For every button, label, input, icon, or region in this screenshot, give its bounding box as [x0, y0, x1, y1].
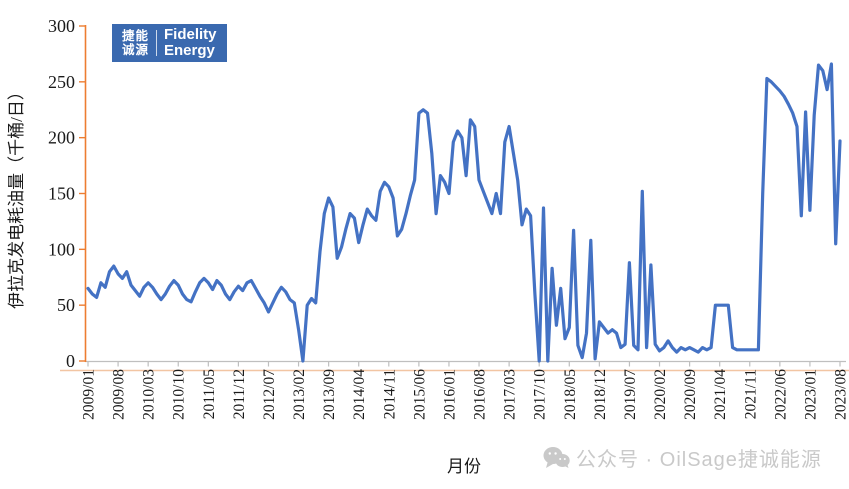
logo-chinese-text: 捷能 诚源 — [122, 29, 149, 58]
x-tick-label: 2011/05 — [201, 369, 218, 419]
x-tick-label: 2018/05 — [562, 369, 579, 420]
logo-cn-line2: 诚源 — [122, 43, 149, 57]
x-tick-label: 2017/03 — [502, 369, 519, 420]
y-tick-label: 250 — [48, 72, 75, 92]
watermark-text: 公众号 · OilSage捷诚能源 — [576, 443, 822, 472]
x-tick-label: 2017/10 — [532, 369, 549, 420]
x-tick-label: 2023/08 — [833, 369, 849, 420]
x-tick-label: 2014/11 — [381, 369, 398, 419]
logo-en-line1: Fidelity — [164, 27, 217, 44]
x-tick-label: 2018/12 — [592, 369, 609, 420]
y-axis-labels: 0 50 100 150 200 250 300 — [48, 16, 75, 371]
y-axis-ticks — [79, 26, 86, 361]
logo-english-text: Fidelity Energy — [164, 27, 217, 60]
y-tick-label: 150 — [48, 184, 75, 204]
x-tick-label: 2016/01 — [441, 369, 458, 420]
x-tick-label: 2012/07 — [261, 369, 278, 420]
y-tick-label: 100 — [48, 239, 75, 259]
x-tick-label: 2011/12 — [231, 369, 248, 419]
y-axis-title: 伊拉克发电耗油量（千桶/日） — [7, 83, 26, 309]
logo-en-line2: Energy — [164, 43, 217, 60]
x-tick-label: 2009/01 — [81, 369, 98, 420]
watermark: 公众号 · OilSage捷诚能源 — [543, 443, 822, 472]
y-tick-label: 0 — [66, 351, 75, 371]
logo-cn-line1: 捷能 — [122, 29, 149, 43]
data-line — [88, 64, 840, 361]
x-tick-label: 2015/06 — [411, 369, 428, 420]
y-tick-label: 300 — [48, 16, 75, 36]
x-tick-label: 2010/03 — [141, 369, 158, 420]
x-tick-label: 2016/08 — [472, 369, 489, 420]
logo-divider — [156, 30, 157, 56]
fidelity-energy-logo: 捷能 诚源 Fidelity Energy — [112, 24, 227, 62]
x-tick-label: 2013/02 — [291, 369, 308, 420]
x-tick-label: 2014/04 — [351, 369, 368, 420]
x-tick-label: 2021/11 — [742, 369, 759, 419]
y-tick-label: 50 — [57, 295, 75, 315]
y-tick-label: 200 — [48, 128, 75, 148]
x-tick-label: 2023/01 — [802, 369, 819, 420]
x-tick-label: 2013/09 — [321, 369, 338, 420]
x-tick-label: 2020/02 — [652, 369, 669, 420]
x-tick-label: 2019/07 — [622, 369, 639, 420]
x-tick-label: 2021/04 — [712, 369, 729, 420]
wechat-icon — [543, 446, 570, 470]
x-axis-ticks — [88, 362, 840, 367]
x-tick-label: 2009/08 — [111, 369, 128, 420]
x-tick-label: 2010/10 — [171, 369, 188, 420]
x-tick-label: 2020/09 — [682, 369, 699, 420]
x-tick-label: 2022/06 — [772, 369, 789, 420]
x-axis-title: 月份 — [447, 457, 481, 476]
x-axis-labels: 2009/01 2009/08 2010/03 2010/10 2011/05 2011/… — [81, 369, 849, 420]
